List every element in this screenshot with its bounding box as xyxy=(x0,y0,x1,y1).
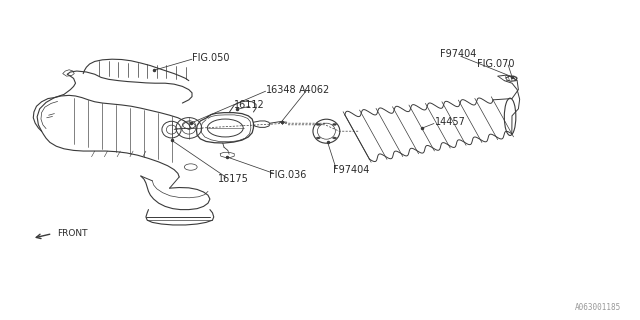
Text: FIG.050: FIG.050 xyxy=(192,52,230,63)
Text: A4062: A4062 xyxy=(299,84,330,95)
Circle shape xyxy=(316,124,320,125)
Text: FIG.036: FIG.036 xyxy=(269,170,306,180)
Circle shape xyxy=(316,137,320,139)
Text: 16112: 16112 xyxy=(234,100,264,110)
Circle shape xyxy=(333,137,337,139)
Text: FRONT: FRONT xyxy=(58,229,88,238)
Text: FIG.070: FIG.070 xyxy=(477,59,515,69)
Circle shape xyxy=(333,124,337,125)
Text: 16348: 16348 xyxy=(266,84,296,95)
Text: 16175: 16175 xyxy=(218,174,248,184)
Text: 14457: 14457 xyxy=(435,117,466,127)
Text: F97404: F97404 xyxy=(333,165,369,175)
Text: F97404: F97404 xyxy=(440,49,477,60)
Text: A063001185: A063001185 xyxy=(575,303,621,312)
